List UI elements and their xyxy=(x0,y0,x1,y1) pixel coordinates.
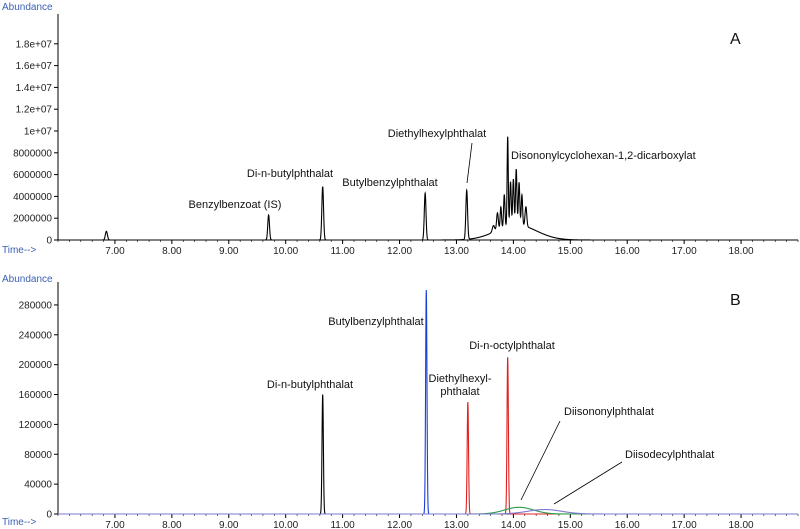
panel-b-annotations: Di-n-butylphthalat Butylbenzylphthalat Di-… xyxy=(267,316,714,505)
x-tick-label: 9.00 xyxy=(219,520,239,529)
panel-b: Abundance Time--> B 0 40000 80000 120000 160… xyxy=(2,274,799,529)
peak-annotation: Benzylbenzoat (IS) xyxy=(189,199,282,211)
x-tick-label: 13.00 xyxy=(444,520,469,529)
panel-a-x-axis-title: Time--> xyxy=(2,245,37,256)
x-tick-label: 10.00 xyxy=(273,520,298,529)
panel-a-traces xyxy=(58,136,798,241)
x-tick-label: 16.00 xyxy=(615,246,640,257)
x-tick-label: 11.00 xyxy=(330,246,355,257)
y-tick-label: 80000 xyxy=(24,450,52,461)
x-tick-label: 15.00 xyxy=(558,246,583,257)
x-tick-label: 12.00 xyxy=(387,520,412,529)
y-tick-label: 280000 xyxy=(19,300,53,311)
peak-annotation: Butylbenzylphthalat xyxy=(328,316,423,328)
peak-annotation: Diisononylphthalat xyxy=(564,406,654,418)
y-tick-label: 200000 xyxy=(19,360,53,371)
annotation-leader xyxy=(520,420,561,501)
peak-annotation: Disononylcyclohexan-1,2-dicarboxylat xyxy=(511,150,696,162)
x-tick-label: 12.00 xyxy=(387,246,412,257)
panel-a-y-axis-title: Abundance xyxy=(2,2,53,13)
y-tick-label: 0 xyxy=(46,236,52,247)
peak-annotation: Di-n-butylphthalat xyxy=(267,379,353,391)
y-tick-label: 2000000 xyxy=(13,214,52,225)
panel-b-y-axis-title: Abundance xyxy=(2,274,53,285)
x-tick-label: 8.00 xyxy=(162,246,182,257)
panel-a-annotations: Benzylbenzoat (IS) Di-n-butylphthalat Buty… xyxy=(189,128,696,211)
peak-annotation: Di-n-butylphthalat xyxy=(247,168,333,180)
y-tick-label: 40000 xyxy=(24,480,52,491)
x-tick-label: 7.00 xyxy=(105,520,125,529)
y-tick-label: 1.4e+07 xyxy=(16,83,53,94)
x-tick-label: 18.00 xyxy=(729,520,754,529)
x-tick-label: 11.00 xyxy=(330,520,355,529)
peak-annotation: Diethylhexyl- xyxy=(429,373,492,385)
annotation-leader xyxy=(553,461,623,505)
x-tick-label: 15.00 xyxy=(558,520,583,529)
x-tick-label: 18.00 xyxy=(729,246,754,257)
x-tick-label: 16.00 xyxy=(615,520,640,529)
x-tick-label: 14.00 xyxy=(501,246,526,257)
x-tick-label: 17.00 xyxy=(672,520,697,529)
peak-annotation: Diisodecylphthalat xyxy=(625,449,714,461)
y-tick-label: 4000000 xyxy=(13,192,52,203)
x-tick-label: 14.00 xyxy=(501,520,526,529)
x-tick-label: 17.00 xyxy=(672,246,697,257)
trace-line xyxy=(58,289,798,515)
y-tick-label: 1.8e+07 xyxy=(16,39,53,50)
x-tick-label: 7.00 xyxy=(105,246,125,257)
peak-annotation: phthalat xyxy=(440,386,479,398)
annotation-leader xyxy=(466,142,473,184)
x-tick-label: 8.00 xyxy=(162,520,182,529)
panel-b-axes: 0 40000 80000 120000 160000 200000 240000 28000… xyxy=(19,282,799,529)
y-tick-label: 240000 xyxy=(19,330,53,341)
panel-b-label: B xyxy=(730,292,741,309)
panel-a-label: A xyxy=(730,31,741,48)
y-tick-label: 8000000 xyxy=(13,148,52,159)
y-tick-label: 1.6e+07 xyxy=(16,61,53,72)
x-tick-label: 10.00 xyxy=(273,246,298,257)
y-tick-label: 1e+07 xyxy=(24,127,53,138)
panel-b-x-axis-title: Time--> xyxy=(2,517,37,528)
panel-b-traces xyxy=(58,289,798,515)
y-tick-label: 6000000 xyxy=(13,170,52,181)
y-tick-label: 0 xyxy=(46,510,52,521)
trace-line xyxy=(58,508,798,515)
y-tick-label: 160000 xyxy=(19,390,53,401)
peak-annotation: Diethylhexylphthalat xyxy=(388,128,486,140)
y-tick-label: 120000 xyxy=(19,420,53,431)
peak-annotation: Butylbenzylphthalat xyxy=(342,177,437,189)
x-tick-label: 13.00 xyxy=(444,246,469,257)
trace-line xyxy=(58,136,798,241)
peak-annotation: Di-n-octylphthalat xyxy=(469,340,555,352)
panel-a: Abundance Time--> A 0 2000000 4000000 60000… xyxy=(2,2,799,257)
panel-a-axes: 0 2000000 4000000 6000000 8000000 1e+07 1.2e+0… xyxy=(13,14,799,257)
y-tick-label: 1.2e+07 xyxy=(16,105,53,116)
x-tick-label: 9.00 xyxy=(219,246,239,257)
